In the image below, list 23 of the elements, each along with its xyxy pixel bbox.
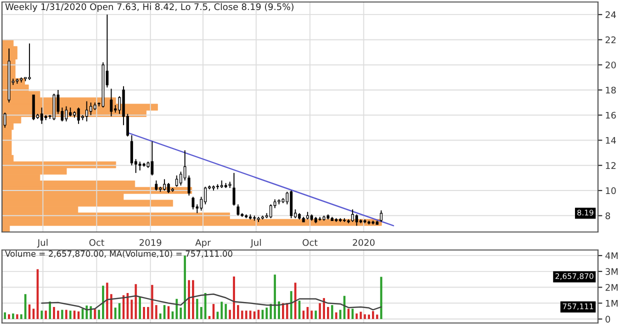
y-tick-label: 10 [606,187,616,194]
y-tick-label: 1M [606,300,618,307]
y-tick-label: 16 [606,112,616,119]
chart-title: Weekly 1/31/2020 Open 7.63, Hi 8.42, Lo 7.5, Close 8.19 (9.5%) [5,3,294,12]
y-tick-label: 18 [606,86,616,94]
x-tick-label: Jul [250,238,261,248]
x-tick-label: Oct [302,239,318,246]
x-tick-label: 2020 [352,239,375,246]
x-tick-label: Oct [89,239,104,246]
y-tick-label: 8 [606,212,610,220]
y-tick-label: 14 [606,137,616,144]
y-tick-label: 24 [606,11,616,18]
chart-title: Volume = 2,657,870.00, MA(Volume,10) = 757,111.00 [5,250,232,258]
y-tick-label: 3M [606,268,618,275]
x-tick-label: 2019 [140,239,162,246]
y-tick-label: 20 [606,62,616,68]
x-tick-label: Apr [195,239,211,248]
y-tick-label: 4M [605,252,618,259]
y-tick-label: 12 [606,162,616,169]
y-tick-label: 0 [606,316,610,323]
x-tick-label: Jul [36,238,48,248]
y-tick-label: 22 [606,36,616,44]
y-tick-label: 2M [606,284,618,291]
